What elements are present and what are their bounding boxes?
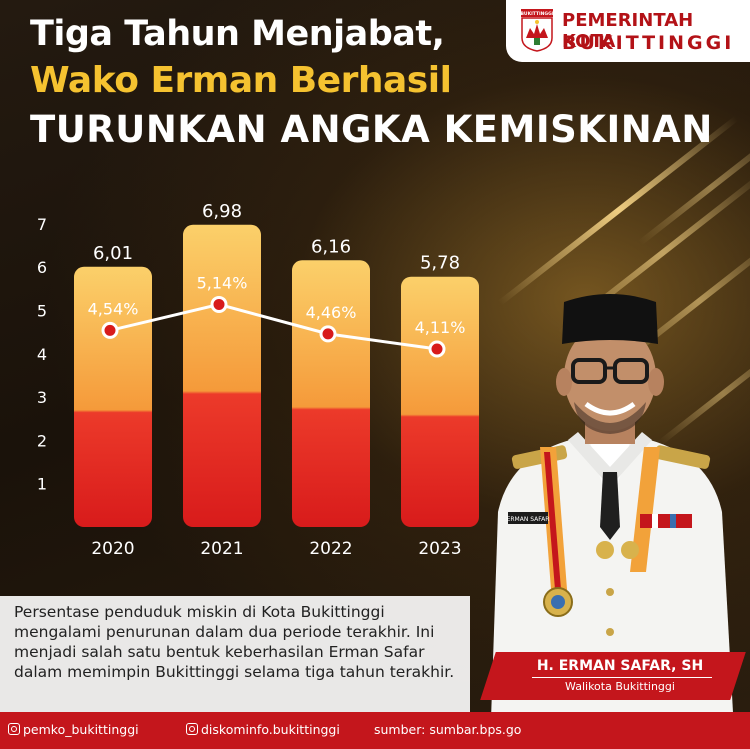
government-logo: BUKITTINGGI PEMERINTAH KOTA BUKITTINGGI bbox=[506, 0, 750, 62]
y-tick-label: 6 bbox=[37, 258, 47, 277]
name-divider bbox=[532, 677, 712, 678]
line-point-2023 bbox=[428, 340, 446, 358]
line-value-label: 4,46% bbox=[306, 303, 357, 322]
description-panel bbox=[0, 596, 470, 712]
description-text: Persentase penduduk miskin di Kota Bukit… bbox=[14, 603, 455, 681]
logo-line-2: BUKITTINGGI bbox=[562, 32, 735, 54]
headline-line-1: Tiga Tahun Menjabat, bbox=[30, 14, 445, 54]
footer-bar bbox=[0, 712, 750, 749]
y-tick-label: 2 bbox=[37, 431, 47, 450]
uniform-name-tag: ERMAN SAFAR bbox=[507, 516, 550, 523]
svg-text:BUKITTINGGI: BUKITTINGGI bbox=[521, 11, 554, 17]
y-tick-label: 3 bbox=[37, 388, 47, 407]
headline-line-2: Wako Erman Berhasil bbox=[30, 60, 452, 101]
y-tick-label: 1 bbox=[37, 475, 47, 494]
instagram-link-pemko[interactable]: pemko_bukittinggi bbox=[8, 722, 139, 737]
line-value-label: 4,11% bbox=[415, 318, 466, 337]
bar-value-label: 5,78 bbox=[420, 253, 460, 274]
city-emblem-icon: BUKITTINGGI bbox=[521, 9, 554, 52]
y-tick-label: 4 bbox=[37, 345, 47, 364]
line-value-label: 5,14% bbox=[197, 273, 248, 292]
bar-2022 bbox=[292, 260, 370, 527]
instagram-icon bbox=[186, 723, 198, 735]
x-tick-label: 2023 bbox=[418, 539, 461, 559]
line-point-2020 bbox=[101, 321, 119, 339]
x-tick-label: 2021 bbox=[200, 539, 243, 559]
data-source: sumber: sumbar.bps.go bbox=[374, 722, 522, 737]
headline-line-3: TURUNKAN ANGKA KEMISKINAN bbox=[30, 108, 713, 151]
logo-line-1: PEMERINTAH KOTA bbox=[562, 10, 694, 52]
bar-value-label: 6,98 bbox=[202, 201, 242, 222]
poverty-rate-line bbox=[109, 302, 438, 351]
instagram-link-diskominfo[interactable]: diskominfo.bukittinggi bbox=[186, 722, 340, 737]
bar-value-label: 6,01 bbox=[93, 243, 133, 264]
instagram-handle-pemko: pemko_bukittinggi bbox=[23, 722, 139, 737]
instagram-handle-diskominfo: diskominfo.bukittinggi bbox=[201, 722, 340, 737]
instagram-icon bbox=[8, 723, 20, 735]
bar-2023 bbox=[401, 276, 479, 527]
x-tick-label: 2022 bbox=[309, 539, 352, 559]
person-name: H. ERMAN SAFAR, SH bbox=[536, 658, 704, 674]
y-tick-label: 5 bbox=[37, 302, 47, 321]
x-tick-label: 2020 bbox=[91, 539, 134, 559]
line-value-label: 4,54% bbox=[88, 299, 139, 318]
bar-2021 bbox=[183, 224, 261, 528]
name-banner: H. ERMAN SAFAR, SH Walikota Bukittinggi bbox=[470, 652, 746, 700]
poverty-chart: 1 2 3 4 5 6 7 6,01 6,98 6,16 5,78 4,54% 5,14% 4,46%… bbox=[37, 201, 479, 559]
line-point-2022 bbox=[319, 325, 337, 343]
bar-2020 bbox=[74, 266, 152, 527]
person-role: Walikota Bukittinggi bbox=[565, 680, 675, 693]
y-tick-label: 7 bbox=[37, 215, 47, 234]
line-point-2021 bbox=[210, 295, 228, 313]
bar-value-label: 6,16 bbox=[311, 236, 351, 257]
